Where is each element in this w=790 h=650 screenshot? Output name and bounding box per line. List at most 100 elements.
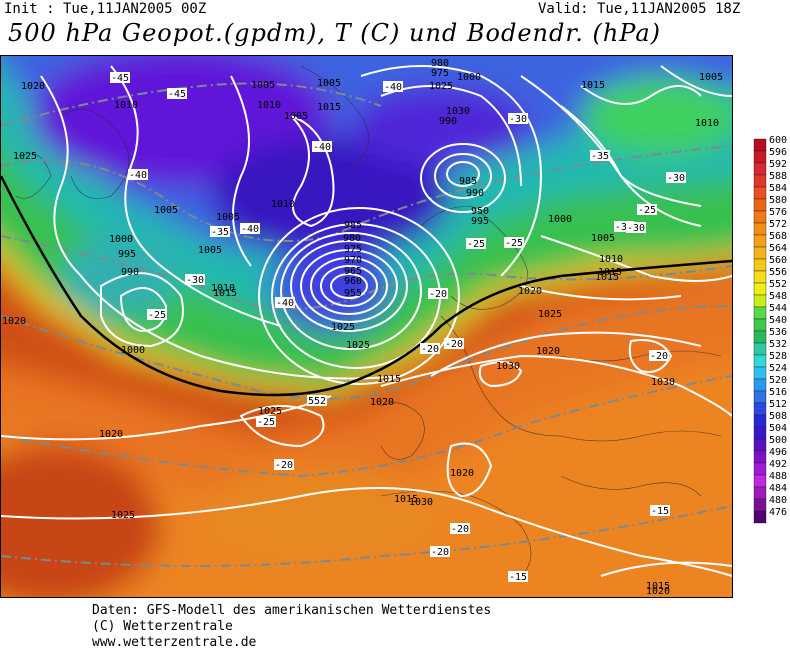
temperature-label: -40 bbox=[276, 298, 294, 309]
pressure-label: 1000 bbox=[109, 234, 133, 245]
pressure-label: 1005 bbox=[251, 80, 275, 91]
pressure-label: 985 bbox=[344, 220, 362, 231]
pressure-label: 1025 bbox=[111, 510, 135, 521]
temperature-label: -20 bbox=[451, 524, 469, 535]
pressure-label: 1005 bbox=[699, 72, 723, 83]
pressure-label: 1020 bbox=[370, 397, 394, 408]
scale-tick-label: 572 bbox=[769, 219, 787, 230]
scale-tick-label: 544 bbox=[769, 303, 787, 314]
temperature-label-bg bbox=[312, 141, 332, 152]
init-time: Init : Tue,11JAN2005 00Z bbox=[4, 1, 207, 17]
pressure-label: 1015 bbox=[213, 288, 237, 299]
scale-tick-label: 516 bbox=[769, 387, 787, 398]
scale-tick-label: 528 bbox=[769, 351, 787, 362]
pressure-label: 960 bbox=[344, 276, 362, 287]
color-scale: 600 596 592 588 584 580 576 572 568 564 560 556 552 5… bbox=[750, 135, 790, 539]
scale-swatch bbox=[753, 354, 767, 368]
temperature-label-bg bbox=[504, 237, 524, 248]
temperature-label: -25 bbox=[505, 238, 523, 249]
temperature-label: -25 bbox=[638, 205, 656, 216]
temperature-label: -40 bbox=[129, 170, 147, 181]
pressure-label: 955 bbox=[344, 288, 362, 299]
temperature-label: -20 bbox=[431, 547, 449, 558]
temperature-label: -30 bbox=[186, 275, 204, 286]
pressure-label: 1005 bbox=[216, 212, 240, 223]
pressure-label: 1020 bbox=[536, 346, 560, 357]
weather-map-svg: 1020102510101005101510101005100099599010… bbox=[1, 56, 732, 597]
temperature-label-bg bbox=[508, 571, 528, 582]
scale-tick-label: 552 bbox=[769, 279, 787, 290]
temperature-label: -15 bbox=[651, 506, 669, 517]
scale-swatch bbox=[753, 318, 767, 332]
temperature-label: -20 bbox=[445, 339, 463, 350]
scale-swatch bbox=[753, 186, 767, 200]
pressure-label: 1020 bbox=[518, 286, 542, 297]
scale-tick-label: 532 bbox=[769, 339, 787, 350]
scale-swatch bbox=[753, 174, 767, 188]
scale-swatch bbox=[753, 246, 767, 260]
scale-swatch bbox=[753, 474, 767, 488]
scale-tick-label: 568 bbox=[769, 231, 787, 242]
pressure-label: 990 bbox=[466, 188, 484, 199]
scale-tick-label: 560 bbox=[769, 255, 787, 266]
pressure-label: 980 bbox=[431, 58, 449, 69]
temperature-label: -45 bbox=[168, 89, 186, 100]
pressure-label: 1030 bbox=[446, 106, 470, 117]
temperature-label-layer: -45-45-40-40-40-40-40-35-30-25-25-20-20-… bbox=[110, 72, 686, 583]
pressure-label: 1000 bbox=[548, 214, 572, 225]
scale-tick-label: 504 bbox=[769, 423, 787, 434]
temperature-label-bg bbox=[274, 459, 294, 470]
temperature-label-bg bbox=[275, 297, 295, 308]
temperature-label: -20 bbox=[421, 344, 439, 355]
footer-line-1: Daten: GFS-Modell des amerikanischen Wet… bbox=[92, 603, 492, 618]
temperature-label-bg bbox=[444, 338, 464, 349]
temperature-label-bg bbox=[185, 274, 205, 285]
temperature-field bbox=[1, 56, 732, 597]
temperature-label: -40 bbox=[241, 224, 259, 235]
scale-swatch bbox=[753, 510, 767, 524]
isobars bbox=[1, 65, 732, 577]
temperature-label-bg bbox=[256, 416, 276, 427]
scale-swatch bbox=[753, 138, 767, 152]
pressure-label: 965 bbox=[344, 266, 362, 277]
scale-tick-label: 520 bbox=[769, 375, 787, 386]
temperature-label-bg bbox=[110, 72, 130, 83]
temperature-label: -15 bbox=[509, 572, 527, 583]
temperature-label: -30 bbox=[509, 114, 527, 125]
pressure-label: 1010 bbox=[257, 100, 281, 111]
scale-tick-label: 548 bbox=[769, 291, 787, 302]
pressure-label: 1010 bbox=[114, 100, 138, 111]
pressure-label: 1000 bbox=[121, 345, 145, 356]
scale-tick-label: 584 bbox=[769, 183, 787, 194]
temperature-label-bg bbox=[650, 505, 670, 516]
pressure-label: 1020 bbox=[99, 429, 123, 440]
pressure-label: 995 bbox=[118, 249, 136, 260]
scale-swatch bbox=[753, 234, 767, 248]
pressure-label: 1030 bbox=[496, 361, 520, 372]
footer-line-2: (C) Wetterzentrale bbox=[92, 619, 233, 634]
scale-swatch bbox=[753, 414, 767, 428]
pressure-label: 1015 bbox=[595, 272, 619, 283]
temperature-label: -20 bbox=[429, 289, 447, 300]
temperature-label: -25 bbox=[257, 417, 275, 428]
temperature-label: -45 bbox=[111, 73, 129, 84]
pressure-label: 1005 bbox=[154, 205, 178, 216]
scale-swatch bbox=[753, 150, 767, 164]
pressure-label: 1000 bbox=[457, 72, 481, 83]
pressure-label: 1015 bbox=[581, 80, 605, 91]
temperature-label-bg bbox=[614, 221, 634, 232]
temperature-label: -30 bbox=[615, 222, 633, 233]
scale-swatch bbox=[753, 462, 767, 476]
pressure-label: 1015 bbox=[646, 581, 670, 592]
pressure-label: 990 bbox=[439, 116, 457, 127]
pressure-label-layer: 1020102510101005101510101005100099599010… bbox=[2, 58, 723, 597]
scale-tick-label: 536 bbox=[769, 327, 787, 338]
scale-swatch bbox=[753, 390, 767, 404]
temperature-label: -30 bbox=[627, 223, 645, 234]
scale-tick-label: 488 bbox=[769, 471, 787, 482]
temperature-label-bg bbox=[666, 172, 686, 183]
height-contour-552 bbox=[1, 175, 732, 397]
temperature-label-bg bbox=[626, 222, 646, 233]
temperature-label-bg bbox=[430, 546, 450, 557]
scale-swatch bbox=[753, 294, 767, 308]
